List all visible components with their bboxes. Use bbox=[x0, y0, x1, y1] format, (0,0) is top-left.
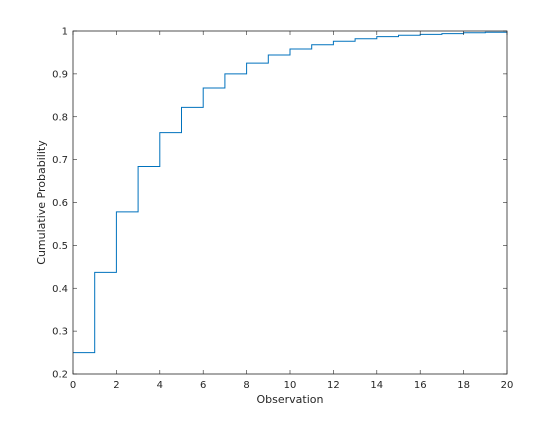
x-tick-label: 10 bbox=[284, 380, 297, 391]
marks-layer bbox=[73, 31, 508, 354]
axes-box bbox=[72, 30, 508, 375]
cdf-stair-line bbox=[73, 31, 508, 354]
x-tick-label: 14 bbox=[370, 380, 383, 391]
y-tick-label: 0.4 bbox=[52, 284, 68, 295]
y-tick-label: 0.9 bbox=[52, 69, 68, 80]
y-tick-label: 1 bbox=[62, 27, 68, 38]
x-tick-label: 8 bbox=[243, 380, 249, 391]
y-tick-label: 0.7 bbox=[52, 155, 68, 166]
y-axis-label: Cumulative Probability bbox=[35, 140, 48, 265]
x-tick-label: 2 bbox=[113, 380, 119, 391]
plot-area bbox=[73, 31, 507, 374]
x-tick-label: 6 bbox=[200, 380, 206, 391]
y-tick-label: 0.5 bbox=[52, 241, 68, 252]
x-tick-label: 18 bbox=[457, 380, 470, 391]
x-axis-label: Observation bbox=[257, 393, 324, 406]
y-tick-label: 0.6 bbox=[52, 198, 68, 209]
x-tick-label: 4 bbox=[157, 380, 163, 391]
y-ticks: 0.2 0.3 0.4 0.5 0.6 0.7 0.8 0.9 1 bbox=[52, 27, 507, 381]
x-tick-label: 12 bbox=[327, 380, 340, 391]
y-tick-label: 0.8 bbox=[52, 112, 68, 123]
x-ticks: 0 2 4 6 8 10 12 14 16 18 20 bbox=[70, 31, 514, 391]
x-tick-label: 0 bbox=[70, 380, 76, 391]
x-tick-label: 16 bbox=[414, 380, 427, 391]
x-tick-label: 20 bbox=[501, 380, 514, 391]
y-tick-label: 0.2 bbox=[52, 370, 68, 381]
y-tick-label: 0.3 bbox=[52, 327, 68, 338]
